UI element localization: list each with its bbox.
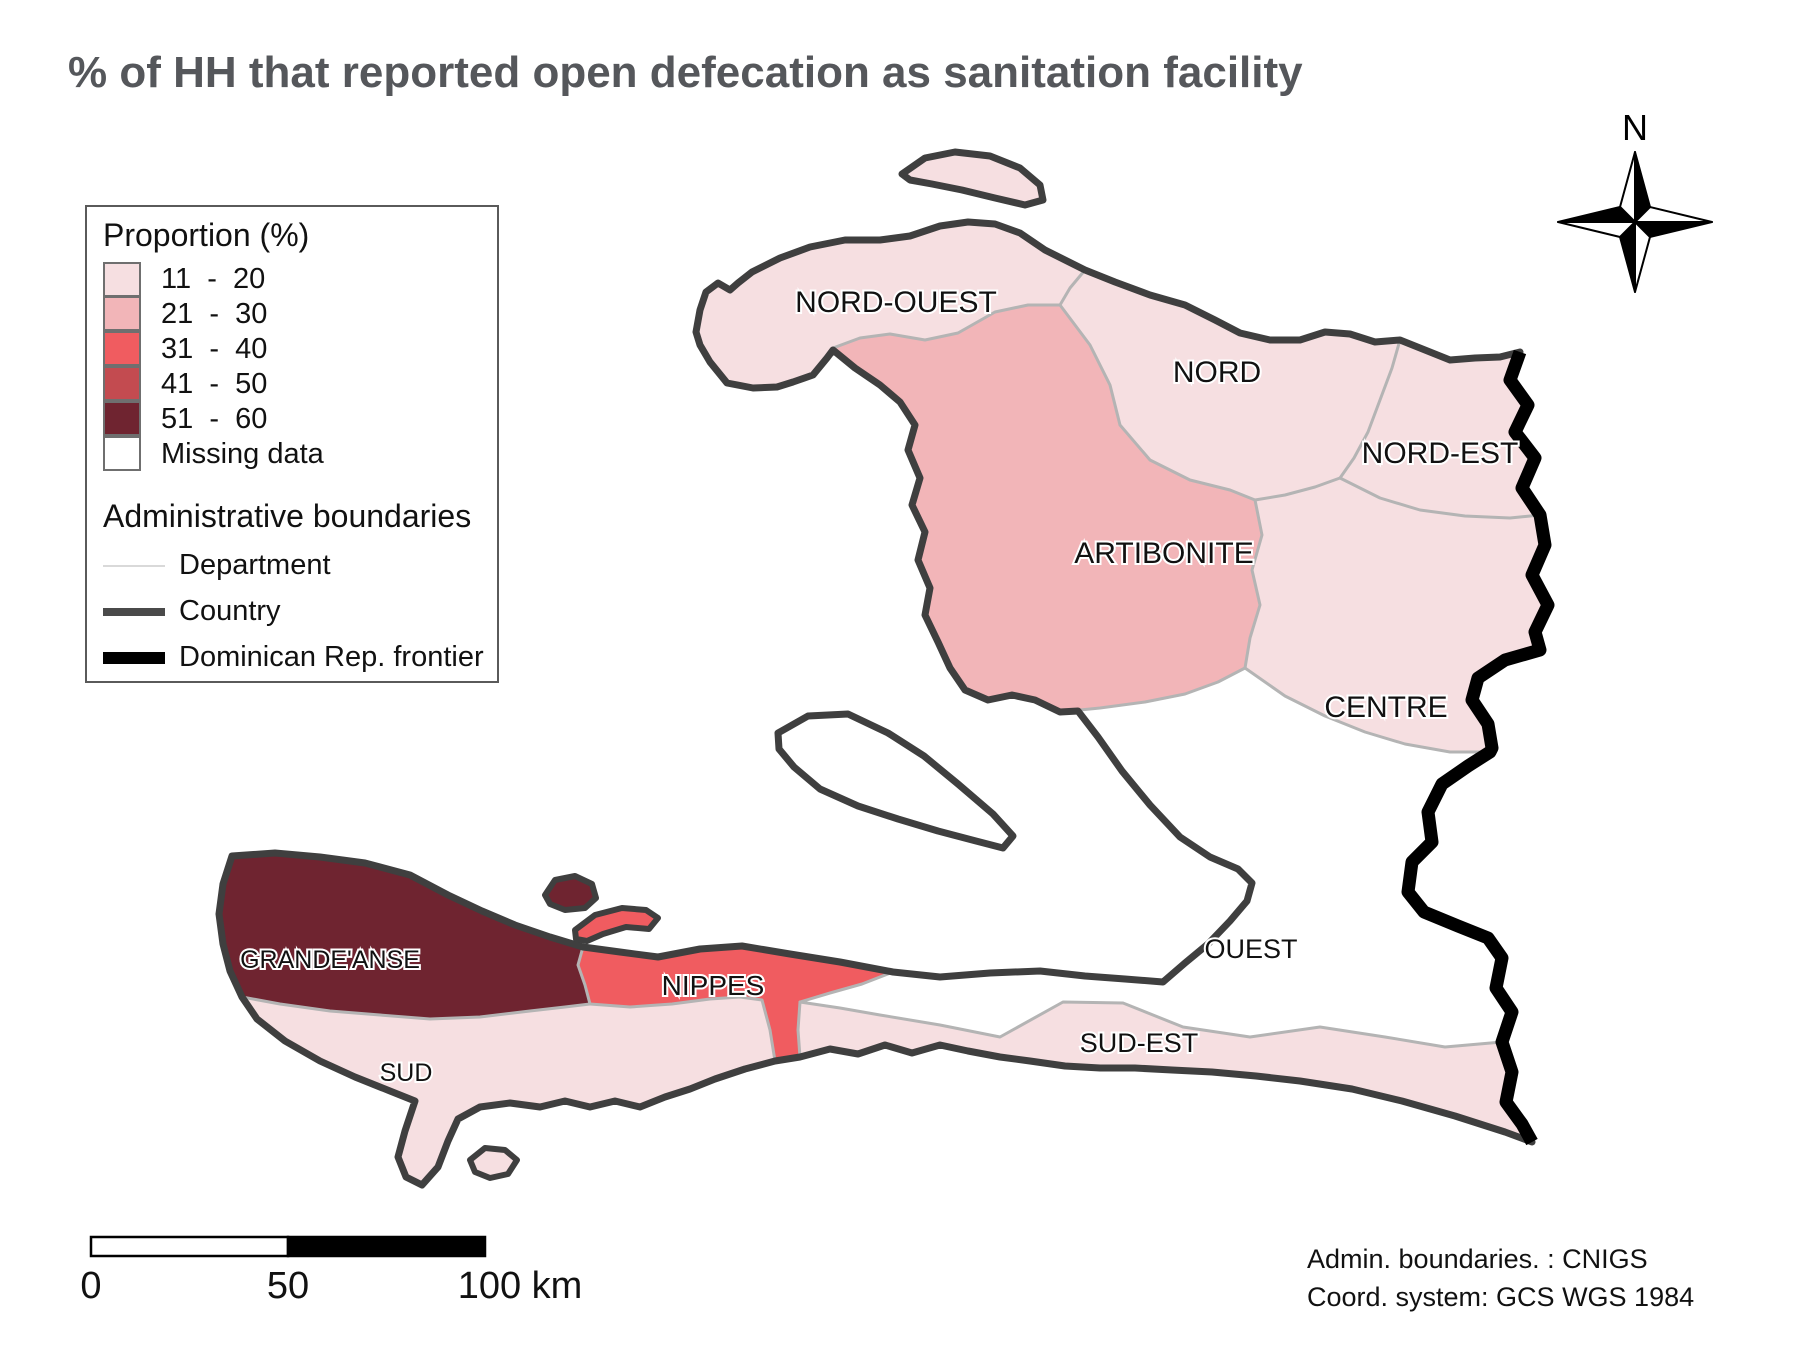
legend-swatch-21-30 (103, 296, 141, 331)
department-grande-anse[interactable] (219, 853, 590, 1019)
legend-class-label: 11 - 20 (161, 263, 266, 295)
legend-swatch-51-60 (103, 401, 141, 436)
department-nord-est[interactable] (1340, 340, 1540, 518)
scale-bar: 0 50 100 km (80, 1235, 583, 1307)
legend-line-row-frontier: Dominican Rep. frontier (103, 641, 497, 674)
label-artibonite: ARTIBONITE (1074, 537, 1253, 570)
department-labels: NORD-OUEST NORD NORD-EST ARTIBONITE CENT… (238, 284, 1520, 1089)
department-nord-ouest[interactable] (696, 222, 1085, 388)
country-boundary (215, 148, 1536, 1189)
island-cayemites[interactable] (545, 876, 596, 910)
legend-class-row: 41 - 50 (103, 366, 497, 402)
credits: Admin. boundaries. : CNIGS Coord. system… (1307, 1240, 1694, 1316)
legend-line-label: Department (179, 549, 331, 581)
island-ile-a-vache[interactable] (470, 1148, 517, 1178)
legend-class-row: Missing data (103, 436, 497, 472)
legend-boundaries-title: Administrative boundaries (103, 498, 472, 534)
legend-swatch-11-20 (103, 262, 141, 297)
department-artibonite[interactable] (833, 305, 1262, 712)
label-nord: NORD (1173, 356, 1261, 389)
frontier-line-icon (103, 651, 165, 664)
department-sud[interactable] (242, 997, 775, 1185)
label-nippes: NIPPES (662, 970, 765, 1001)
legend-class-row: 11 - 20 (103, 262, 497, 297)
north-arrow-icon: N (1557, 107, 1713, 293)
label-sud-est: SUD-EST (1080, 1028, 1199, 1058)
label-centre: CENTRE (1324, 691, 1447, 724)
department-line-icon (103, 564, 165, 567)
label-ouest: OUEST (1204, 934, 1297, 964)
legend-class-label: 21 - 30 (161, 298, 268, 330)
label-nord-ouest: NORD-OUEST (795, 286, 997, 319)
page-title: % of HH that reported open defecation as… (68, 48, 1303, 97)
department-sud-est[interactable] (798, 1002, 1532, 1142)
legend-class-row: 21 - 30 (103, 296, 497, 332)
scale-tick-0: 0 (80, 1265, 101, 1307)
department-nippes[interactable] (578, 946, 893, 1061)
label-sud: SUD (380, 1059, 433, 1087)
legend-class-row: 51 - 60 (103, 401, 497, 437)
department-nord[interactable] (1060, 270, 1400, 500)
department-ouest[interactable] (800, 668, 1512, 1047)
legend-class-row: 31 - 40 (103, 331, 497, 367)
legend-line-row-department: Department (103, 549, 497, 582)
legend-class-label: 31 - 40 (161, 333, 268, 365)
country-line-icon (103, 607, 165, 616)
legend-swatch-missing (103, 436, 141, 471)
legend-swatch-41-50 (103, 366, 141, 401)
credits-coord-system: Coord. system: GCS WGS 1984 (1307, 1282, 1695, 1312)
credits-source: Admin. boundaries. : CNIGS (1307, 1244, 1648, 1274)
legend-classes: 11 - 20 21 - 30 31 - 40 41 - 50 51 - 60 … (103, 262, 497, 472)
legend-class-label: Missing data (161, 438, 324, 470)
legend-class-label: 41 - 50 (161, 368, 268, 400)
legend-class-label: 51 - 60 (161, 403, 268, 435)
legend-line-label: Dominican Rep. frontier (179, 641, 484, 673)
label-nord-est: NORD-EST (1362, 437, 1519, 470)
scale-tick-100: 100 km (458, 1265, 583, 1307)
legend: Proportion (%) 11 - 20 21 - 30 31 - 40 4… (85, 205, 499, 683)
legend-swatch-31-40 (103, 331, 141, 366)
scale-tick-50: 50 (267, 1265, 309, 1307)
department-boundaries (240, 268, 1542, 1063)
north-arrow-label: N (1622, 107, 1648, 148)
island-gonave[interactable] (778, 714, 1013, 848)
dominican-frontier (1401, 349, 1555, 1146)
legend-title: Proportion (%) (103, 217, 310, 253)
legend-line-label: Country (179, 595, 281, 627)
label-grande-anse: GRANDE'ANSE (240, 946, 420, 974)
legend-line-row-country: Country (103, 595, 497, 628)
